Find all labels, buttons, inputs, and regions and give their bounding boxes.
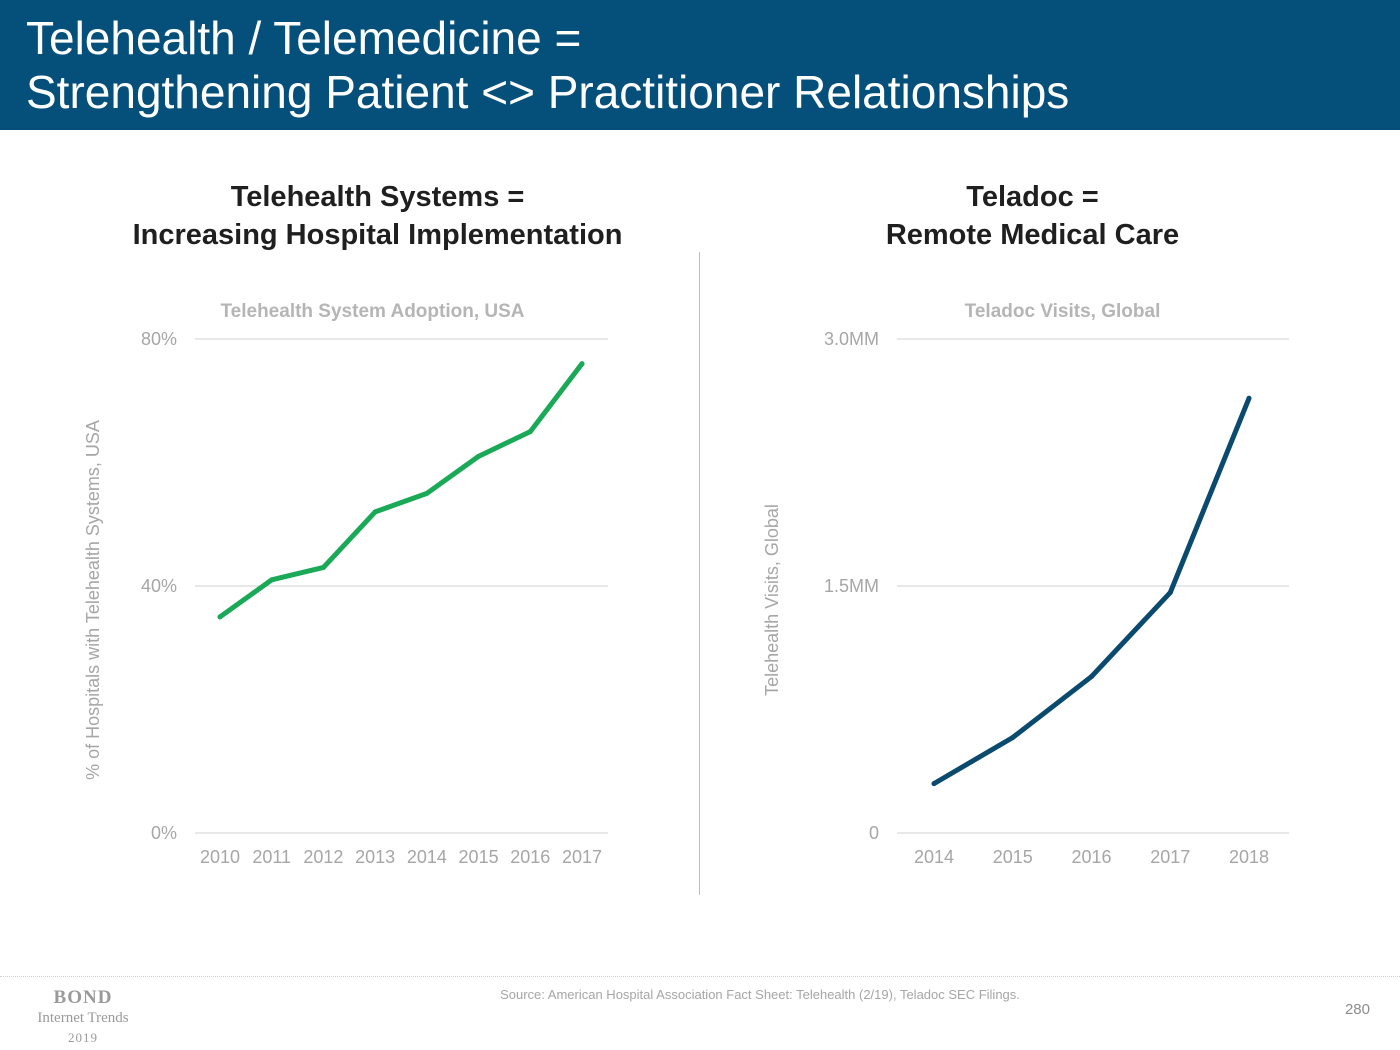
y-tick-label: 3.0MM: [824, 329, 879, 349]
data-point: [320, 564, 326, 570]
data-point: [579, 361, 585, 367]
data-point: [1010, 734, 1016, 740]
x-tick-label: 2015: [993, 847, 1033, 867]
x-tick-label: 2010: [200, 847, 240, 867]
data-point: [269, 577, 275, 583]
data-point: [1167, 590, 1173, 596]
x-tick-label: 2014: [407, 847, 447, 867]
x-tick-label: 2016: [510, 847, 550, 867]
slide-title-line-2: Strengthening Patient <> Practitioner Re…: [26, 66, 1070, 118]
data-point: [424, 490, 430, 496]
data-point: [476, 453, 482, 459]
right-chart-title: Teladoc Visits, Global: [964, 301, 1161, 322]
series-line: [217, 361, 585, 620]
right-panel-title-line-1: Teladoc =: [966, 181, 1099, 213]
right-panel-title-line-2: Remote Medical Care: [885, 219, 1180, 251]
data-point: [372, 509, 378, 515]
x-tick-label: 2017: [1150, 847, 1190, 867]
x-tick-label: 2017: [562, 847, 602, 867]
y-tick-label: 0: [869, 823, 879, 843]
data-point: [527, 429, 533, 435]
left-line-chart: 0% 40% 80% 2010 2011 2012 2013 2014 2015 2016 2017…: [83, 329, 608, 867]
bond-logo-subtitle: Internet Trends: [37, 1010, 129, 1026]
data-point: [217, 614, 223, 620]
y-axis-label: Telehealth Visits, Global: [762, 504, 782, 696]
left-panel-title: Telehealth Systems = Increasing Hospital…: [60, 178, 695, 254]
right-panel-title: Teladoc = Remote Medical Care: [715, 178, 1350, 254]
footer-divider: [0, 976, 1400, 977]
x-tick-label: 2014: [914, 847, 954, 867]
left-chart-title: Telehealth System Adoption, USA: [220, 301, 525, 322]
y-tick-label: 0%: [151, 823, 177, 843]
x-tick-label: 2015: [459, 847, 499, 867]
source-note: Source: American Hospital Association Fa…: [500, 987, 1020, 1002]
x-tick-label: 2016: [1071, 847, 1111, 867]
bond-logo-year: 2019: [68, 1030, 98, 1045]
x-tick-label: 2013: [355, 847, 395, 867]
x-tick-label: 2011: [252, 847, 291, 867]
panel-divider: [699, 252, 700, 895]
x-tick-label: 2018: [1229, 847, 1269, 867]
y-tick-label: 80%: [141, 329, 177, 349]
y-tick-label: 40%: [141, 576, 177, 596]
left-panel-title-line-1: Telehealth Systems =: [230, 181, 525, 213]
page-number: 280: [1344, 1001, 1370, 1018]
bond-logo: BOND Internet Trends 2019: [0, 987, 166, 1047]
data-point: [1246, 395, 1252, 401]
x-tick-label: 2012: [303, 847, 343, 867]
series-line: [931, 395, 1252, 787]
data-point: [931, 781, 937, 787]
right-line-chart: 0 1.5MM 3.0MM 2014 2015 2016 2017 2018 Telehealt…: [762, 329, 1289, 867]
y-axis-label: % of Hospitals with Telehealth Systems, …: [83, 420, 103, 780]
data-point: [1089, 674, 1094, 680]
y-tick-label: 1.5MM: [824, 576, 879, 596]
slide-title-line-1: Telehealth / Telemedicine =: [26, 12, 582, 64]
left-panel-title-line-2: Increasing Hospital Implementation: [132, 219, 623, 251]
slide-header: Telehealth / Telemedicine = Strengthenin…: [0, 0, 1400, 130]
bond-logo-name: BOND: [53, 987, 113, 1008]
